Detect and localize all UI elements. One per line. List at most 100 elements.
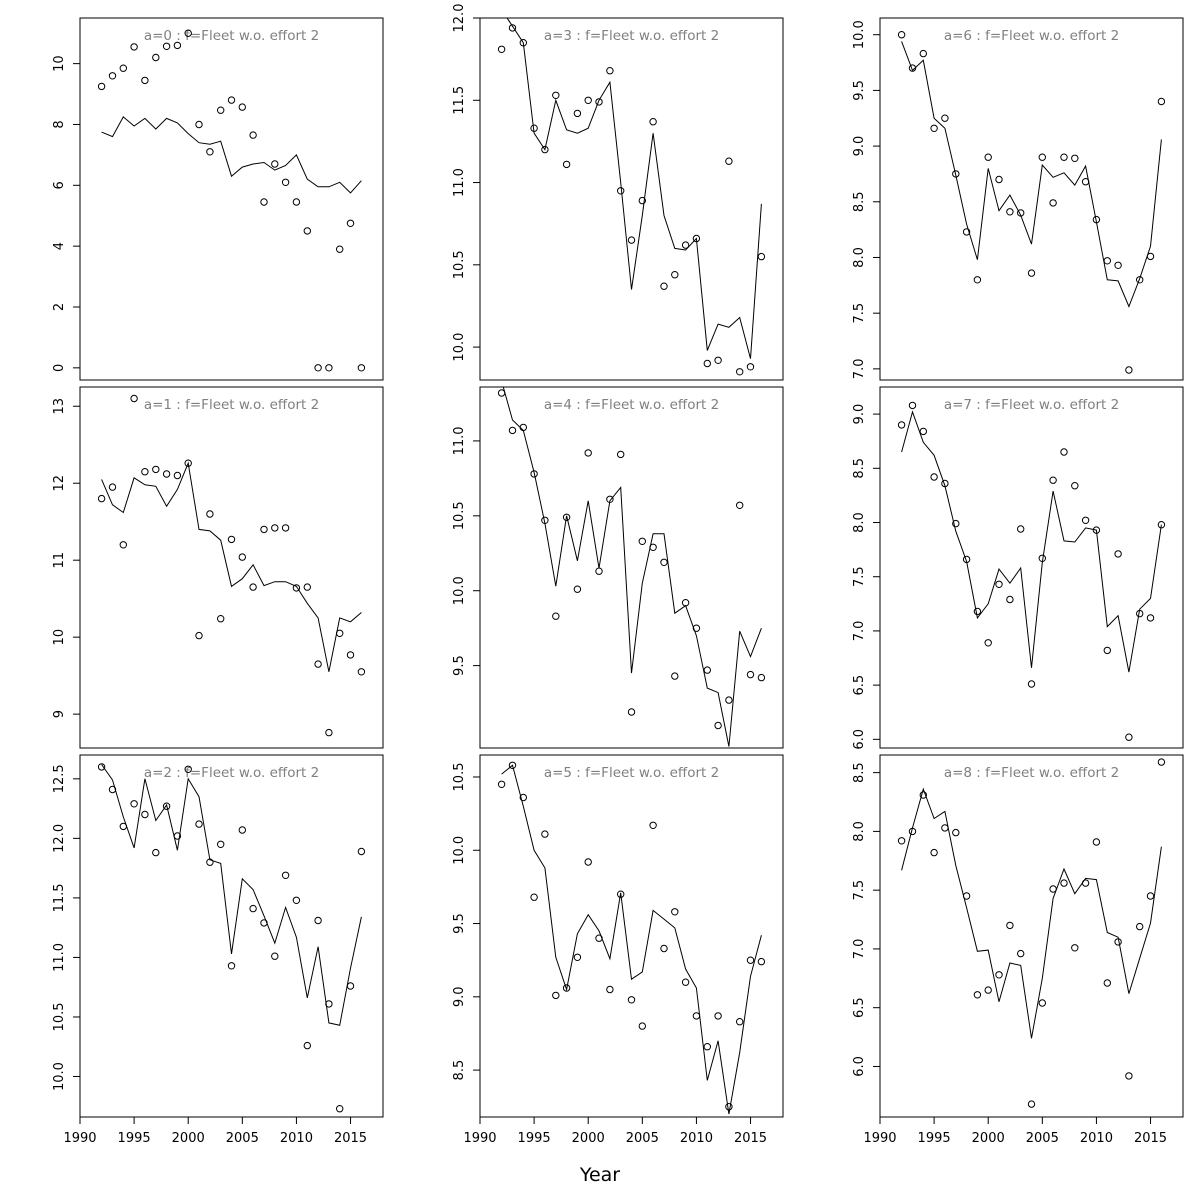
observed-point	[1071, 154, 1079, 163]
observed-point	[162, 470, 171, 478]
observed-point	[562, 160, 571, 169]
panel-title: a=6 : f=Fleet w.o. effort 2	[944, 28, 1119, 44]
observed-point	[152, 848, 160, 857]
observed-point	[908, 64, 917, 72]
observed-point	[497, 45, 506, 53]
panel-4: a=4 : f=Fleet w.o. effort 2 9.5 10.0 10.5 11…	[452, 386, 784, 749]
observed-point	[281, 871, 290, 879]
observed-point	[649, 118, 657, 126]
panel-title: a=4 : f=Fleet w.o. effort 2	[544, 397, 719, 413]
observed-point	[227, 96, 236, 104]
observed-point	[562, 984, 571, 992]
observed-point	[1060, 153, 1068, 161]
observed-point	[325, 728, 333, 737]
observed-point	[584, 449, 592, 457]
observed-point	[714, 356, 722, 364]
observed-point	[249, 904, 257, 913]
observed-point	[995, 971, 1003, 979]
observed-point	[119, 541, 128, 549]
observed-point	[1027, 1100, 1036, 1108]
y-tick-label: 11.5	[52, 883, 67, 912]
observed-point	[703, 666, 711, 674]
observed-point	[325, 364, 333, 372]
observed-point	[638, 1022, 646, 1030]
observed-point	[238, 553, 247, 561]
observed-point	[627, 236, 636, 244]
observed-point	[962, 228, 971, 236]
observed-point	[195, 120, 203, 129]
observed-point	[671, 908, 679, 916]
panel-title: a=0 : f=Fleet w.o. effort 2	[144, 28, 319, 44]
y-tick-label: 11.5	[452, 86, 467, 115]
observed-point	[1038, 999, 1047, 1007]
x-tick-label: 2000	[172, 1131, 205, 1146]
observed-point	[757, 673, 766, 682]
x-tick-label: 2015	[1134, 1131, 1167, 1146]
observed-point	[336, 245, 344, 253]
panel-title: a=8 : f=Fleet w.o. effort 2	[944, 765, 1119, 781]
observed-point	[1157, 97, 1166, 106]
observed-point	[681, 599, 690, 607]
plot-frame	[879, 754, 1184, 1118]
observed-point	[184, 459, 192, 467]
observed-point	[649, 821, 657, 829]
y-tick-label: 6.0	[852, 1056, 867, 1077]
observed-point	[152, 53, 160, 62]
observed-point	[530, 470, 538, 478]
y-tick-label: 8.0	[852, 512, 867, 533]
plot-frame	[479, 754, 784, 1118]
observed-point	[692, 1012, 701, 1020]
observed-point	[681, 241, 690, 249]
observed-point	[552, 991, 560, 1000]
y-tick-label: 9.5	[452, 913, 467, 934]
observed-point	[606, 495, 614, 503]
panel-0: a=0 : f=Fleet w.o. effort 2 0 2 4 6 8 10	[52, 17, 384, 381]
y-tick-label: 7.5	[852, 880, 867, 901]
observed-point	[736, 1018, 744, 1026]
observed-point	[519, 39, 527, 47]
fitted-line	[901, 787, 1162, 1039]
x-tick-label: 2000	[972, 1131, 1005, 1146]
fitted-line	[101, 461, 362, 672]
observed-point	[195, 820, 203, 828]
panel-title: a=7 : f=Fleet w.o. effort 2	[944, 397, 1119, 413]
x-tick-label: 1995	[118, 1131, 151, 1146]
observed-point	[303, 227, 311, 235]
observed-point	[984, 639, 992, 647]
observed-point	[541, 145, 549, 154]
observed-point	[897, 31, 906, 39]
observed-point	[206, 858, 214, 866]
observed-point	[908, 827, 917, 836]
fitted-line	[901, 410, 1162, 673]
observed-point	[152, 465, 160, 474]
observed-point	[508, 761, 517, 769]
observed-point	[595, 934, 603, 942]
observed-point	[930, 124, 938, 133]
observed-point	[984, 153, 992, 161]
panel-title: a=2 : f=Fleet w.o. effort 2	[144, 765, 319, 781]
observed-point	[141, 468, 149, 476]
observed-point	[173, 41, 182, 50]
observed-point	[1125, 1072, 1133, 1080]
fitted-line	[101, 116, 362, 194]
observed-point	[292, 584, 301, 592]
observed-point	[1114, 261, 1122, 269]
observed-point	[606, 67, 614, 75]
y-tick-label: 9.0	[852, 404, 867, 425]
observed-point	[1146, 892, 1155, 900]
observed-point	[314, 916, 322, 925]
observed-point	[1125, 733, 1133, 741]
observed-point	[173, 832, 182, 840]
observed-point	[1017, 525, 1025, 533]
observed-point	[1114, 550, 1122, 558]
observed-point	[1103, 979, 1112, 987]
observed-point	[238, 826, 247, 834]
observed-point	[346, 219, 355, 228]
x-tick-label: 2015	[334, 1131, 367, 1146]
observed-point	[249, 583, 257, 591]
observed-point	[757, 957, 766, 966]
observed-point	[692, 624, 701, 632]
observed-point	[627, 996, 636, 1004]
observed-point	[1006, 208, 1014, 216]
y-tick-label: 9.5	[852, 80, 867, 101]
